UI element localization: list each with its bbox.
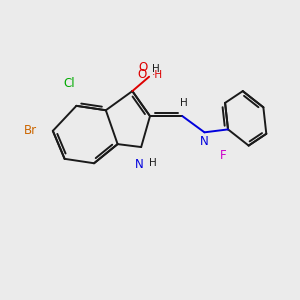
Text: N: N bbox=[200, 135, 209, 148]
Text: O: O bbox=[137, 68, 147, 81]
Text: F: F bbox=[220, 148, 227, 161]
Text: H: H bbox=[180, 98, 188, 108]
Text: H: H bbox=[148, 158, 156, 168]
Text: ·H: ·H bbox=[152, 70, 163, 80]
Text: N: N bbox=[135, 158, 144, 171]
Text: Cl: Cl bbox=[63, 76, 75, 90]
Text: Br: Br bbox=[23, 124, 37, 137]
Text: O: O bbox=[138, 61, 148, 74]
Text: H: H bbox=[152, 64, 160, 74]
